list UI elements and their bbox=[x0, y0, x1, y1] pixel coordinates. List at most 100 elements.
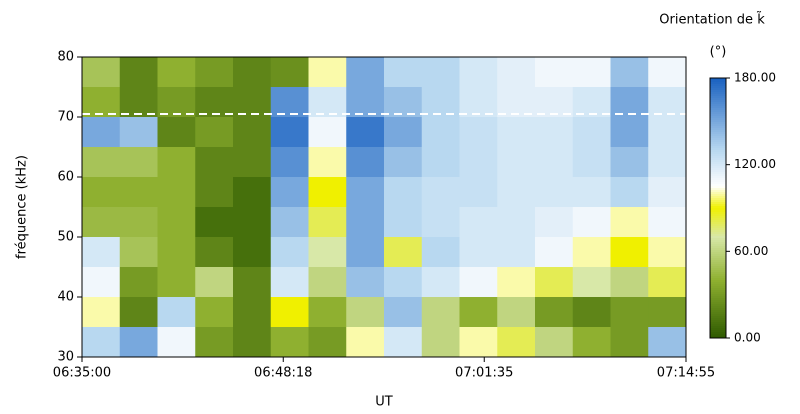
heatmap-cell bbox=[270, 177, 309, 208]
heatmap-cell bbox=[459, 57, 498, 88]
colorbar-segment bbox=[710, 256, 726, 259]
heatmap-cell bbox=[195, 267, 234, 298]
colorbar-segment bbox=[710, 146, 726, 149]
colorbar-segment bbox=[710, 318, 726, 321]
colorbar-segment bbox=[710, 208, 726, 211]
heatmap-cell bbox=[459, 117, 498, 148]
heatmap-cell bbox=[82, 297, 121, 328]
colorbar-segment bbox=[710, 84, 726, 87]
heatmap-cell bbox=[384, 147, 423, 178]
colorbar-segment bbox=[710, 92, 726, 95]
heatmap-cell bbox=[270, 237, 309, 268]
colorbar-segment bbox=[710, 226, 726, 229]
colorbar-segment bbox=[710, 94, 726, 97]
colorbar-segment bbox=[710, 260, 726, 263]
colorbar-segment bbox=[710, 118, 726, 121]
heatmap-cell bbox=[421, 177, 460, 208]
heatmap-cell bbox=[497, 117, 536, 148]
heatmap-cell bbox=[119, 117, 158, 148]
colorbar-segment bbox=[710, 186, 726, 189]
heatmap-cell bbox=[572, 147, 611, 178]
colorbar-segment bbox=[710, 108, 726, 111]
heatmap-cell bbox=[421, 207, 460, 238]
colorbar-segment bbox=[710, 114, 726, 117]
heatmap-cell bbox=[82, 207, 121, 238]
colorbar-segment bbox=[710, 136, 726, 139]
heatmap-cell bbox=[270, 207, 309, 238]
heatmap-cell bbox=[610, 147, 649, 178]
colorbar-segment bbox=[710, 326, 726, 329]
colorbar-segment bbox=[710, 206, 726, 209]
colorbar-segment bbox=[710, 82, 726, 85]
heatmap-cell bbox=[459, 147, 498, 178]
heatmap-cell bbox=[648, 297, 687, 328]
colorbar-segment bbox=[710, 268, 726, 271]
heatmap-cell bbox=[346, 237, 385, 268]
colorbar-segment bbox=[710, 162, 726, 165]
heatmap-cell bbox=[119, 237, 158, 268]
heatmap-cell bbox=[82, 87, 121, 118]
heatmap-cell bbox=[233, 117, 272, 148]
colorbar-segment bbox=[710, 152, 726, 155]
heatmap-cell bbox=[572, 57, 611, 88]
heatmap-cell bbox=[648, 267, 687, 298]
colorbar-segment bbox=[710, 104, 726, 107]
heatmap-cell bbox=[233, 297, 272, 328]
colorbar-segment bbox=[710, 292, 726, 295]
heatmap-cell bbox=[82, 147, 121, 178]
heatmap-cell bbox=[346, 177, 385, 208]
heatmap-cell bbox=[535, 147, 574, 178]
heatmap-cell bbox=[459, 177, 498, 208]
colorbar-segment bbox=[710, 310, 726, 313]
colorbar-segment bbox=[710, 102, 726, 105]
heatmap-cell bbox=[82, 117, 121, 148]
heatmap-cell bbox=[195, 117, 234, 148]
heatmap-cell bbox=[572, 117, 611, 148]
heatmap-cell bbox=[270, 117, 309, 148]
colorbar-segment bbox=[710, 254, 726, 257]
plot-frame bbox=[81, 56, 687, 358]
heatmap-cell bbox=[535, 207, 574, 238]
heatmap-cell bbox=[497, 147, 536, 178]
heatmap-cell bbox=[497, 177, 536, 208]
heatmap-cell bbox=[157, 87, 196, 118]
colorbar-segment bbox=[710, 168, 726, 171]
colorbar-segment bbox=[710, 304, 726, 307]
heatmap-cell bbox=[648, 237, 687, 268]
colorbar-segment bbox=[710, 204, 726, 207]
colorbar-segment bbox=[710, 248, 726, 251]
colorbar-segment bbox=[710, 150, 726, 153]
heatmap-cell bbox=[384, 237, 423, 268]
heatmap-cell bbox=[572, 237, 611, 268]
heatmap-cell bbox=[308, 327, 347, 358]
colorbar-segment bbox=[710, 140, 726, 143]
colorbar-segment bbox=[710, 218, 726, 221]
colorbar-segment bbox=[710, 290, 726, 293]
heatmap-cell bbox=[119, 177, 158, 208]
colorbar-segment bbox=[710, 200, 726, 203]
colorbar-segment bbox=[710, 174, 726, 177]
heatmap-cell bbox=[346, 117, 385, 148]
colorbar-tick-label: 0.00 bbox=[734, 331, 761, 345]
heatmap-cell bbox=[157, 57, 196, 88]
colorbar-segment bbox=[710, 250, 726, 253]
heatmap-cell bbox=[346, 327, 385, 358]
colorbar-segment bbox=[710, 154, 726, 157]
heatmap-cell bbox=[270, 87, 309, 118]
colorbar-segment bbox=[710, 324, 726, 327]
colorbar-segment bbox=[710, 78, 726, 81]
heatmap-cell bbox=[308, 57, 347, 88]
heatmap-cell bbox=[82, 327, 121, 358]
heatmap-cell bbox=[195, 57, 234, 88]
colorbar-segment bbox=[710, 158, 726, 161]
heatmap-cell bbox=[157, 297, 196, 328]
colorbar-segment bbox=[710, 330, 726, 333]
heatmap-cell bbox=[346, 297, 385, 328]
heatmap-cell bbox=[572, 297, 611, 328]
heatmap-cell bbox=[308, 147, 347, 178]
heatmap-cell bbox=[233, 57, 272, 88]
heatmap-cell bbox=[535, 297, 574, 328]
colorbar-segment bbox=[710, 166, 726, 169]
heatmap-cell bbox=[119, 327, 158, 358]
